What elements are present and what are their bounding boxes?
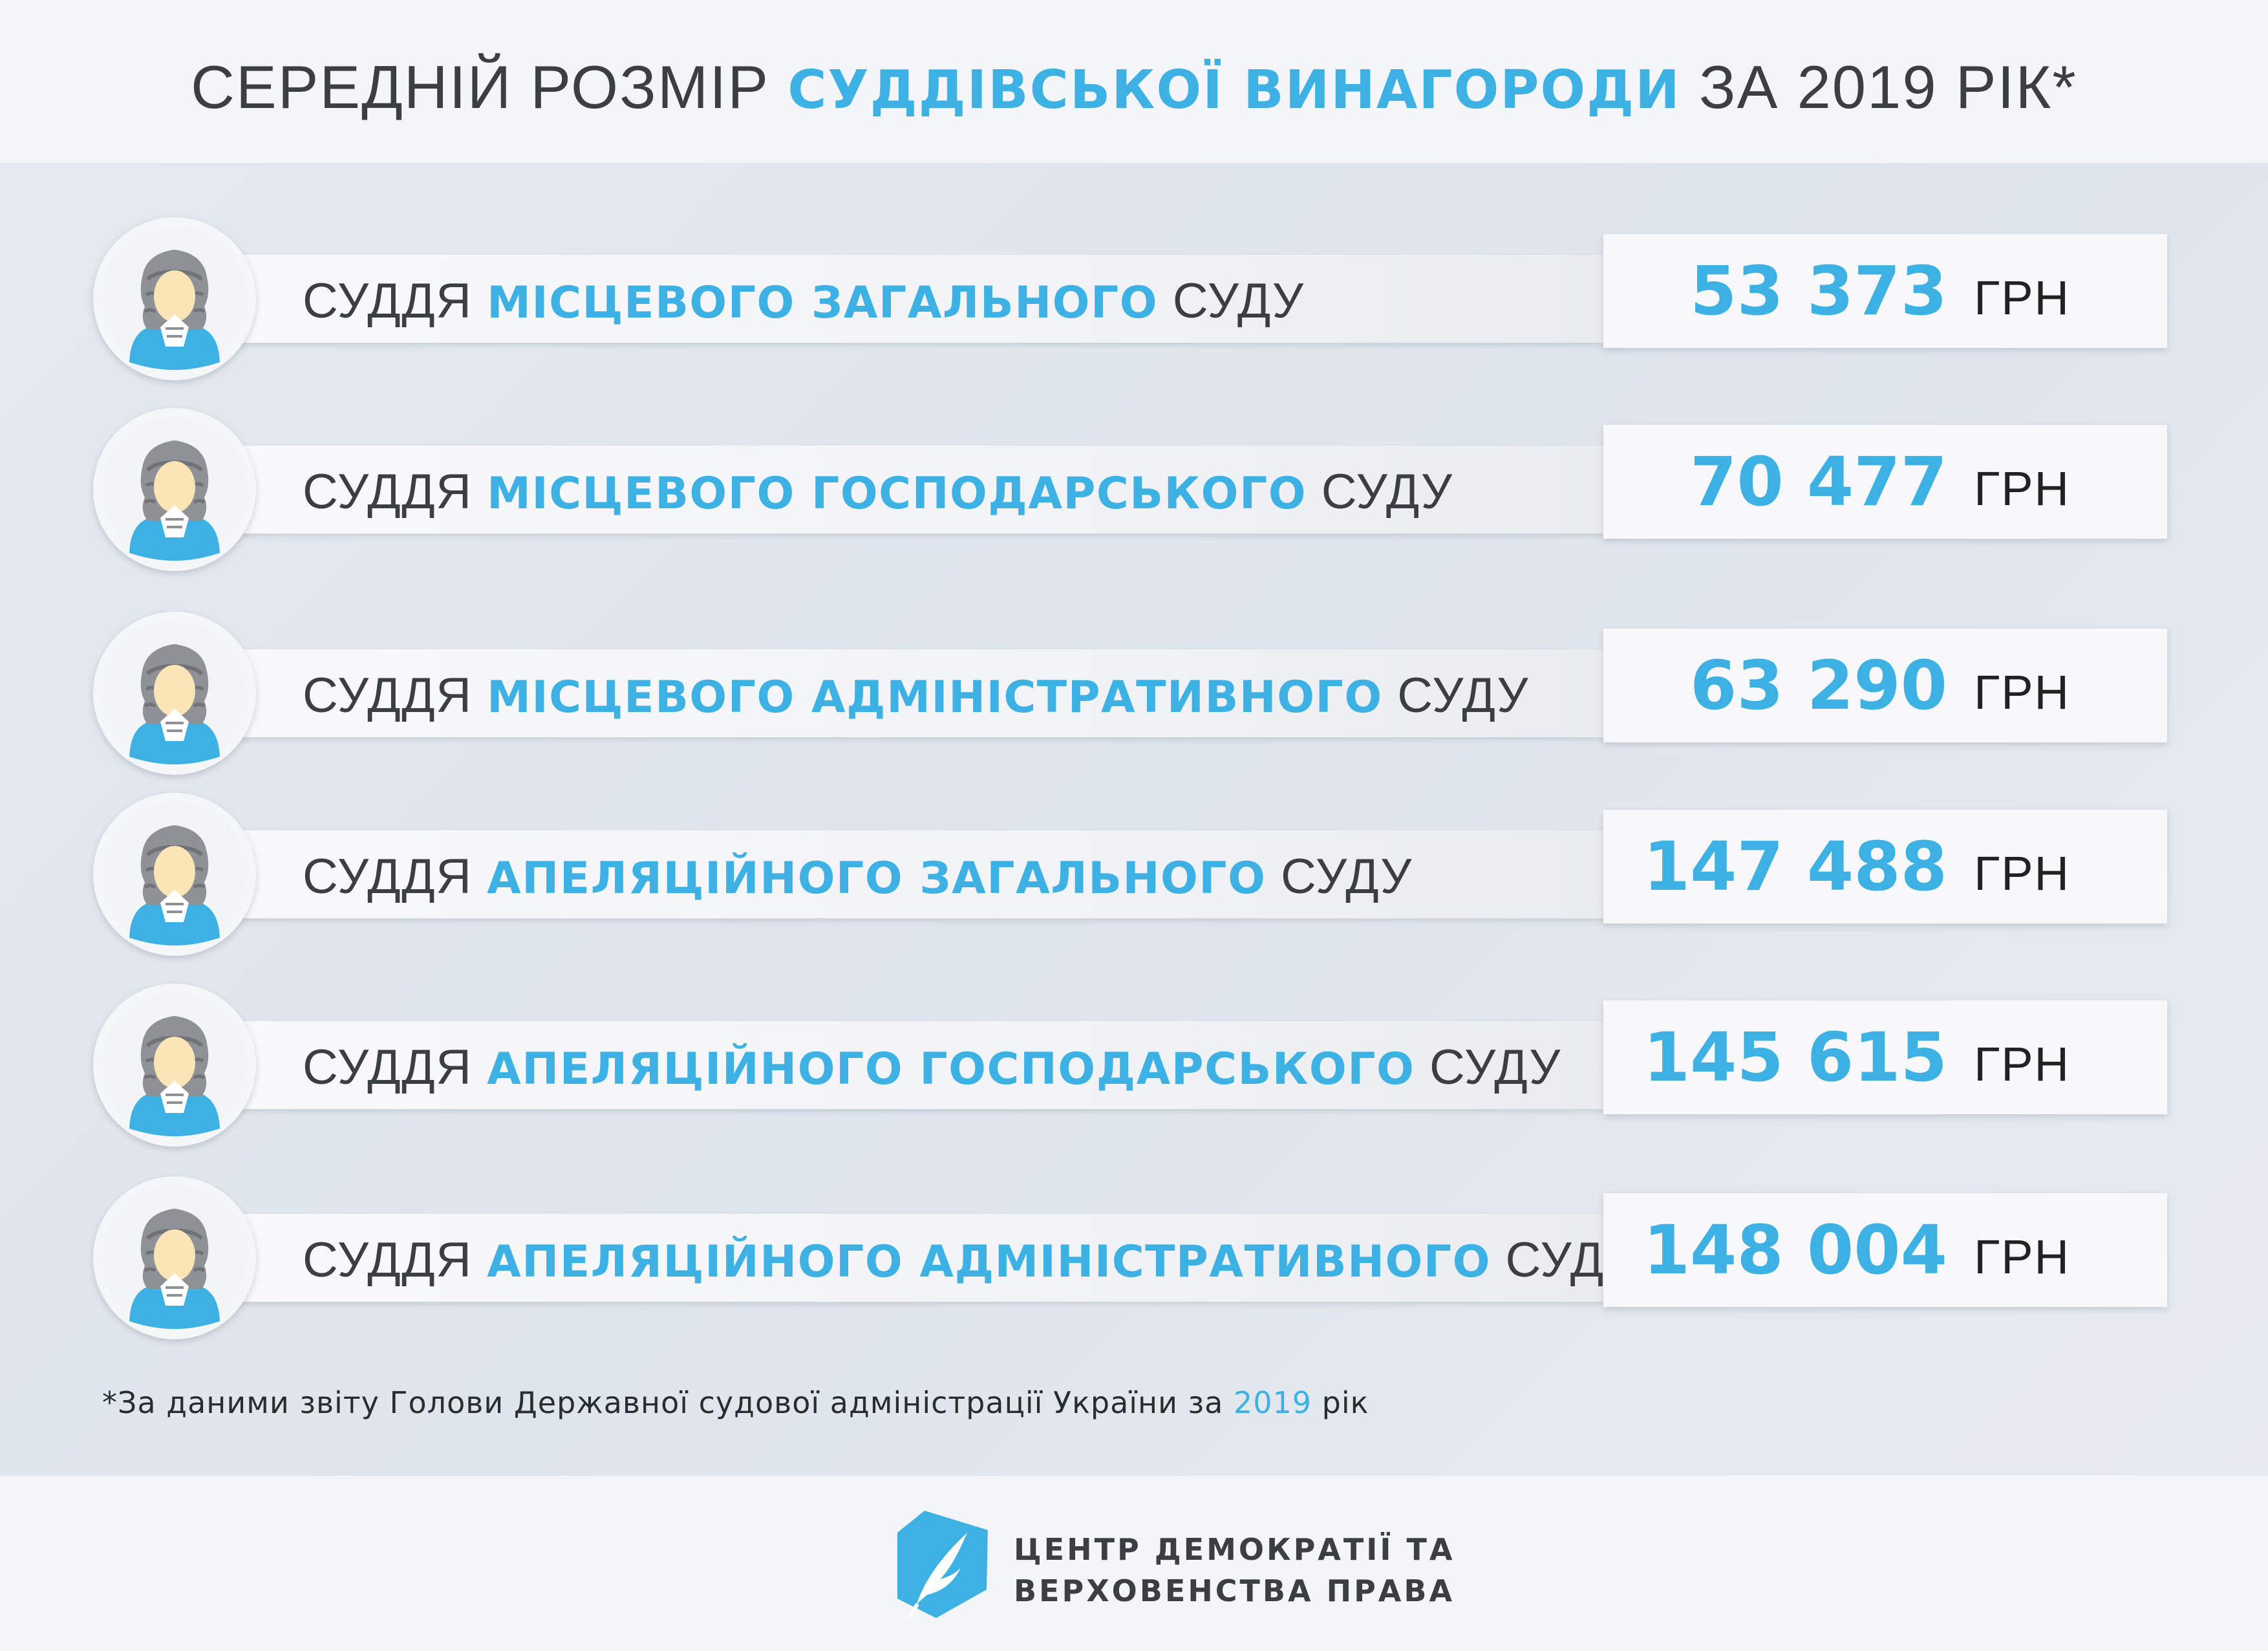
page-title: СЕРЕДНІЙ РОЗМІР СУДДІВСЬКОЇ ВИНАГОРОДИ З… bbox=[191, 52, 2077, 122]
row-label: СУДДЯ МІСЦЕВОГО ЗАГАЛЬНОГО СУДУ bbox=[303, 272, 1305, 330]
salary-value: 148 004 bbox=[1643, 1211, 1947, 1290]
label-prefix: СУДДЯ bbox=[303, 274, 487, 329]
salary-row: СУДДЯ АПЕЛЯЦІЙНОГО АДМІНІСТРАТИВНОГО СУД… bbox=[0, 1176, 2268, 1342]
label-accent: МІСЦЕВОГО ГОСПОДАРСЬКОГО bbox=[487, 468, 1307, 519]
row-bar bbox=[213, 255, 1623, 343]
row-label: СУДДЯ МІСЦЕВОГО АДМІНІСТРАТИВНОГО СУДУ bbox=[303, 666, 1529, 725]
label-prefix: СУДДЯ bbox=[303, 464, 487, 519]
judge-icon bbox=[102, 621, 247, 766]
organization-name: ЦЕНТР ДЕМОКРАТІЇ ТА ВЕРХОВЕНСТВА ПРАВА bbox=[1014, 1529, 1455, 1612]
label-suffix: СУДУ bbox=[1158, 274, 1305, 329]
salary-row: СУДДЯ МІСЦЕВОГО АДМІНІСТРАТИВНОГО СУДУ 6… bbox=[0, 612, 2268, 777]
salary-value: 145 615 bbox=[1643, 1018, 1947, 1097]
judge-icon bbox=[102, 1185, 247, 1330]
currency-unit: ГРН bbox=[1974, 1037, 2070, 1091]
label-suffix: СУДУ bbox=[1307, 464, 1453, 519]
salary-row: СУДДЯ АПЕЛЯЦІЙНОГО ГОСПОДАРСЬКОГО СУДУ 1… bbox=[0, 984, 2268, 1149]
org-name-line1: ЦЕНТР ДЕМОКРАТІЇ ТА bbox=[1014, 1532, 1455, 1567]
judge-avatar bbox=[93, 612, 256, 775]
judge-avatar bbox=[93, 217, 256, 380]
judge-icon bbox=[102, 993, 247, 1138]
label-accent: МІСЦЕВОГО ЗАГАЛЬНОГО bbox=[487, 277, 1159, 329]
judge-avatar bbox=[93, 984, 256, 1147]
row-bar bbox=[213, 446, 1623, 534]
row-label: СУДДЯ АПЕЛЯЦІЙНОГО ЗАГАЛЬНОГО СУДУ bbox=[303, 847, 1413, 906]
judge-avatar bbox=[93, 1176, 256, 1339]
main-panel: СУДДЯ МІСЦЕВОГО ЗАГАЛЬНОГО СУДУ 53 373 Г… bbox=[0, 163, 2268, 1476]
row-bar bbox=[213, 830, 1623, 918]
header: СЕРЕДНІЙ РОЗМІР СУДДІВСЬКОЇ ВИНАГОРОДИ З… bbox=[0, 0, 2268, 163]
org-name-line2: ВЕРХОВЕНСТВА ПРАВА bbox=[1014, 1573, 1455, 1609]
footer bbox=[0, 1476, 2268, 1651]
title-accent: СУДДІВСЬКОЇ ВИНАГОРОДИ bbox=[787, 59, 1681, 121]
label-suffix: СУДУ bbox=[1382, 668, 1530, 723]
judge-avatar bbox=[93, 408, 256, 571]
value-box: 145 615 ГРН bbox=[1603, 1000, 2167, 1114]
quill-feather-icon bbox=[897, 1511, 988, 1618]
footnote-text: *За даними звіту Голови Державної судово… bbox=[102, 1385, 1234, 1420]
salary-row: СУДДЯ АПЕЛЯЦІЙНОГО ЗАГАЛЬНОГО СУДУ 147 4… bbox=[0, 793, 2268, 958]
value-box: 148 004 ГРН bbox=[1603, 1193, 2167, 1307]
salary-row: СУДДЯ МІСЦЕВОГО ГОСПОДАРСЬКОГО СУДУ 70 4… bbox=[0, 408, 2268, 574]
label-suffix: СУДУ bbox=[1415, 1040, 1561, 1095]
label-accent: АПЕЛЯЦІЙНОГО АДМІНІСТРАТИВНОГО bbox=[487, 1236, 1491, 1288]
salary-value: 147 488 bbox=[1643, 827, 1947, 906]
currency-unit: ГРН bbox=[1974, 462, 2070, 515]
judge-avatar bbox=[93, 793, 256, 956]
value-box: 70 477 ГРН bbox=[1603, 425, 2167, 539]
footnote: *За даними звіту Голови Державної судово… bbox=[102, 1385, 1369, 1420]
currency-unit: ГРН bbox=[1974, 271, 2070, 325]
row-bar bbox=[213, 649, 1623, 737]
currency-unit: ГРН bbox=[1974, 1230, 2070, 1284]
label-prefix: СУДДЯ bbox=[303, 1040, 487, 1095]
label-prefix: СУДДЯ bbox=[303, 849, 487, 904]
judge-icon bbox=[102, 226, 247, 371]
footnote-end: рік bbox=[1312, 1385, 1369, 1420]
row-bar bbox=[213, 1021, 1623, 1109]
label-suffix: СУДУ bbox=[1266, 849, 1413, 904]
currency-unit: ГРН bbox=[1974, 665, 2070, 719]
title-part1: СЕРЕДНІЙ РОЗМІР bbox=[191, 53, 788, 121]
label-prefix: СУДДЯ bbox=[303, 1233, 487, 1288]
value-box: 53 373 ГРН bbox=[1603, 234, 2167, 348]
label-accent: МІСЦЕВОГО АДМІНІСТРАТИВНОГО bbox=[487, 672, 1383, 723]
label-accent: АПЕЛЯЦІЙНОГО ГОСПОДАРСЬКОГО bbox=[487, 1044, 1415, 1095]
value-box: 63 290 ГРН bbox=[1603, 629, 2167, 742]
value-box: 147 488 ГРН bbox=[1603, 810, 2167, 923]
row-label: СУДДЯ АПЕЛЯЦІЙНОГО АДМІНІСТРАТИВНОГО СУД… bbox=[303, 1231, 1637, 1290]
judge-icon bbox=[102, 417, 247, 562]
label-accent: АПЕЛЯЦІЙНОГО ЗАГАЛЬНОГО bbox=[487, 853, 1267, 904]
label-prefix: СУДДЯ bbox=[303, 668, 487, 723]
judge-icon bbox=[102, 802, 247, 947]
row-label: СУДДЯ МІСЦЕВОГО ГОСПОДАРСЬКОГО СУДУ bbox=[303, 462, 1453, 521]
salary-row: СУДДЯ МІСЦЕВОГО ЗАГАЛЬНОГО СУДУ 53 373 Г… bbox=[0, 217, 2268, 383]
salary-value: 70 477 bbox=[1689, 442, 1947, 521]
salary-value: 63 290 bbox=[1689, 646, 1947, 725]
currency-unit: ГРН bbox=[1974, 847, 2070, 900]
footnote-year: 2019 bbox=[1233, 1385, 1312, 1420]
row-bar bbox=[213, 1214, 1623, 1302]
row-label: СУДДЯ АПЕЛЯЦІЙНОГО ГОСПОДАРСЬКОГО СУДУ bbox=[303, 1038, 1561, 1097]
title-part2: ЗА 2019 РІК* bbox=[1680, 53, 2077, 121]
salary-value: 53 373 bbox=[1689, 252, 1947, 330]
